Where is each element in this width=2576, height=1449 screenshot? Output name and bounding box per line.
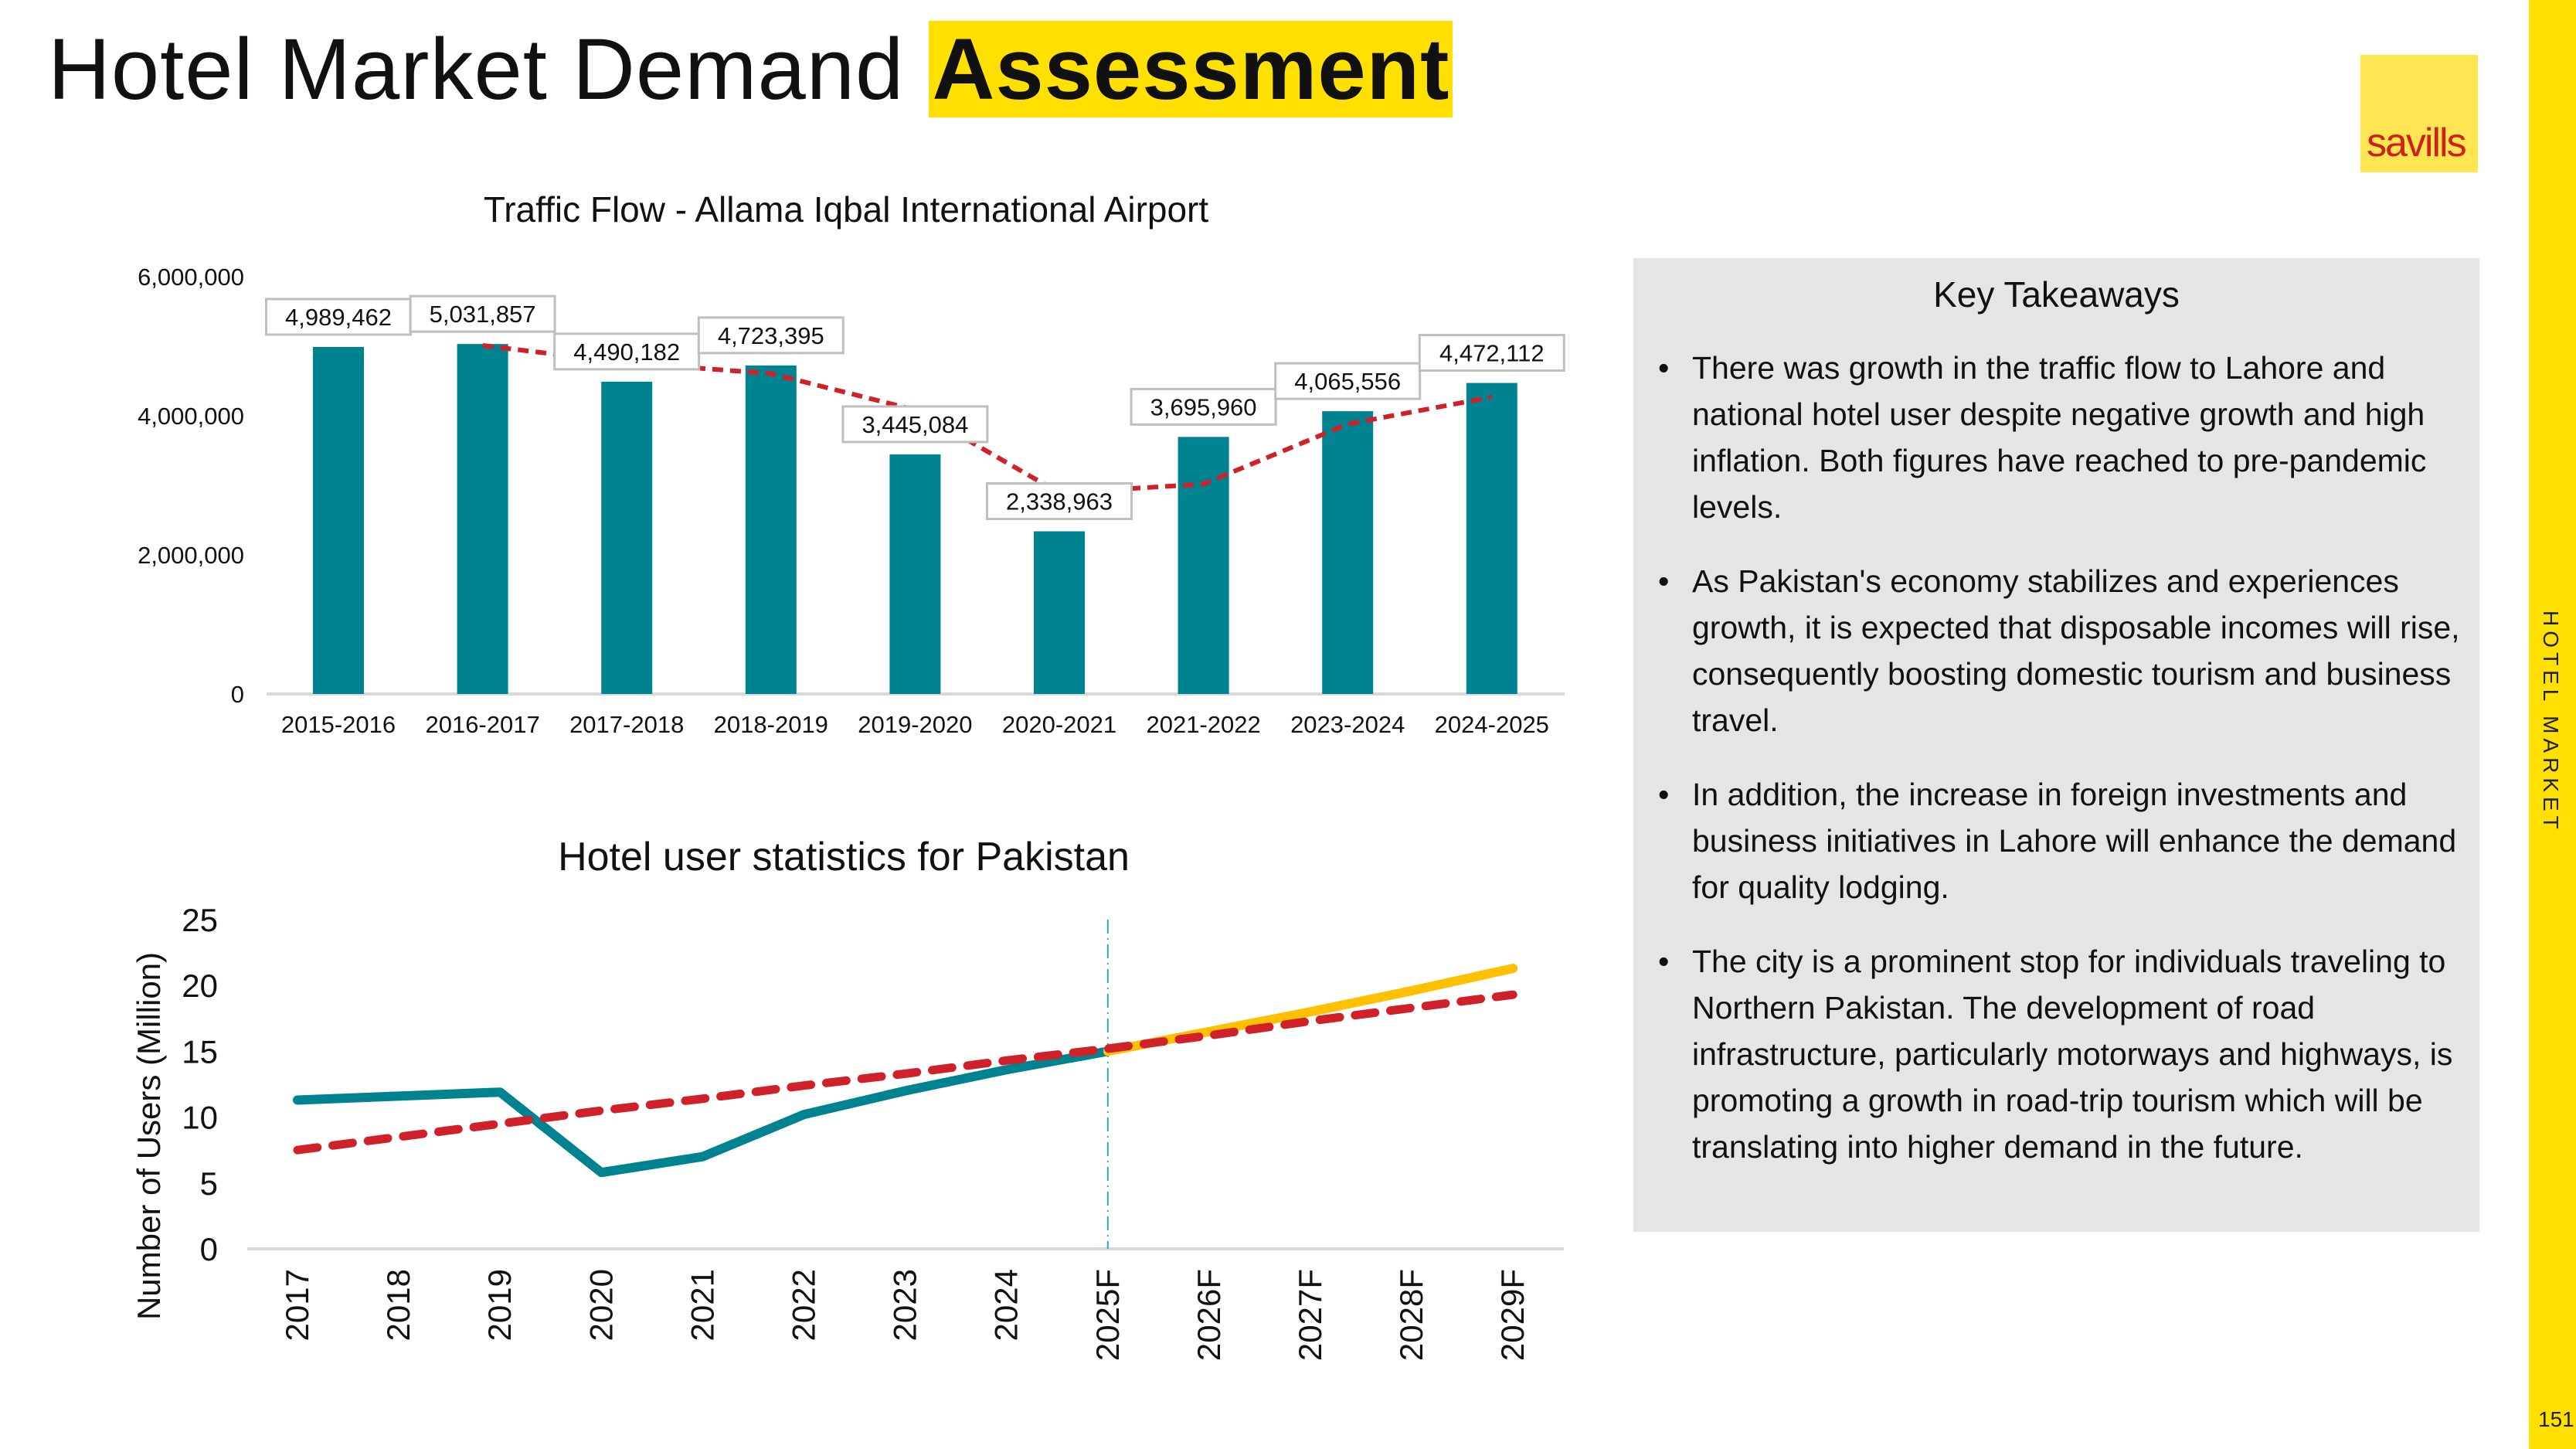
traffic-flow-chart: Traffic Flow - Allama Iqbal Internationa… [138,189,1565,738]
data-label: 5,031,857 [430,301,536,328]
series-actual [293,1046,1113,1178]
x-tick-label: 2020 [583,1269,619,1341]
data-label: 4,065,556 [1294,368,1401,395]
key-takeaways-title: Key Takeaways [1933,274,2180,315]
data-label-box [841,405,989,444]
y-tick-label: 15 [182,1033,218,1070]
series-linear-trend [293,990,1517,1155]
data-label: 4,989,462 [285,304,392,331]
data-label: 4,472,112 [1439,340,1545,367]
x-tick-label: 2023-2024 [1290,711,1405,738]
page-title: Hotel Market Demand Assessment [48,17,1453,121]
takeaway-item: There was growth in the traffic flow to … [1658,345,2462,530]
page-title-plain: Hotel Market Demand [48,21,905,117]
x-tick-label: 2029F [1494,1269,1531,1361]
x-tick-label: 2027F [1292,1269,1328,1361]
bar [601,381,653,694]
x-tick-label: 2016-2017 [425,711,539,738]
bar [1034,531,1085,694]
x-tick-label: 2017-2018 [569,711,684,738]
bar [1466,383,1517,694]
data-label: 3,695,960 [1150,393,1257,420]
data-label: 4,490,182 [573,338,680,366]
chart-title: Traffic Flow - Allama Iqbal Internationa… [484,189,1209,230]
y-axis-label: Number of Users (Million) [131,952,167,1320]
key-takeaways-panel: Key Takeaways There was growth in the tr… [1633,258,2479,1232]
x-tick-label: 2025F [1089,1269,1126,1361]
data-label-box [409,294,556,333]
hotel-users-chart: Hotel user statistics for Pakistan Numbe… [131,835,1564,1361]
side-strip: HOTEL MARKET 151 [2529,0,2576,1449]
x-tick-label: 2017 [279,1269,315,1341]
y-tick-label: 20 [182,968,218,1004]
x-tick-label: 2026F [1191,1269,1227,1361]
page-number: 151 [2538,1407,2574,1431]
key-takeaways-list: There was growth in the traffic flow to … [1649,345,2462,1198]
bar [1178,437,1229,694]
x-tick-label: 2024 [988,1269,1025,1341]
logo-text: savills [2367,121,2467,165]
data-label-box [986,481,1133,520]
data-label: 3,445,084 [861,411,968,438]
x-tick-label: 2019-2020 [858,711,972,738]
y-tick-label: 4,000,000 [138,403,244,430]
x-tick-label: 2024-2025 [1435,711,1549,738]
x-tick-label: 2020-2021 [1002,711,1116,738]
data-label-box [553,332,701,371]
x-tick-label: 2015-2016 [281,711,396,738]
series-forecast [1103,964,1518,1056]
savills-logo: savills [2360,55,2478,172]
data-label-box [1274,362,1422,400]
data-label-box [697,316,845,355]
chart-title: Hotel user statistics for Pakistan [558,835,1130,879]
takeaway-item: The city is a prominent stop for individ… [1658,938,2462,1170]
takeaway-item: As Pakistan's economy stabilizes and exp… [1658,558,2462,743]
y-tick-label: 6,000,000 [138,264,244,291]
x-tick-label: 2023 [887,1269,923,1341]
bar [313,346,364,694]
x-tick-label: 2021-2022 [1146,711,1260,738]
data-label-box [1418,334,1565,372]
bar [1322,411,1374,694]
y-tick-label: 25 [182,902,218,938]
page-title-highlight: Assessment [929,21,1453,117]
y-tick-label: 5 [200,1165,218,1202]
y-tick-label: 2,000,000 [138,542,244,569]
bar [889,454,941,694]
x-tick-label: 2018-2019 [714,711,828,738]
x-tick-label: 2018 [380,1269,416,1341]
y-tick-label: 0 [200,1231,218,1267]
y-tick-label: 0 [231,681,244,708]
x-tick-label: 2019 [481,1269,518,1341]
y-tick-label: 10 [182,1100,218,1136]
section-label: HOTEL MARKET [2539,611,2563,834]
takeaway-item: In addition, the increase in foreign inv… [1658,771,2462,910]
x-tick-label: 2022 [786,1269,822,1341]
bar [745,365,797,694]
data-label: 2,338,963 [1006,488,1113,515]
x-tick-label: 2028F [1393,1269,1429,1361]
data-label: 4,723,395 [718,322,824,349]
x-tick-label: 2021 [684,1269,720,1341]
data-label-box [1130,387,1277,426]
bar [457,344,508,694]
